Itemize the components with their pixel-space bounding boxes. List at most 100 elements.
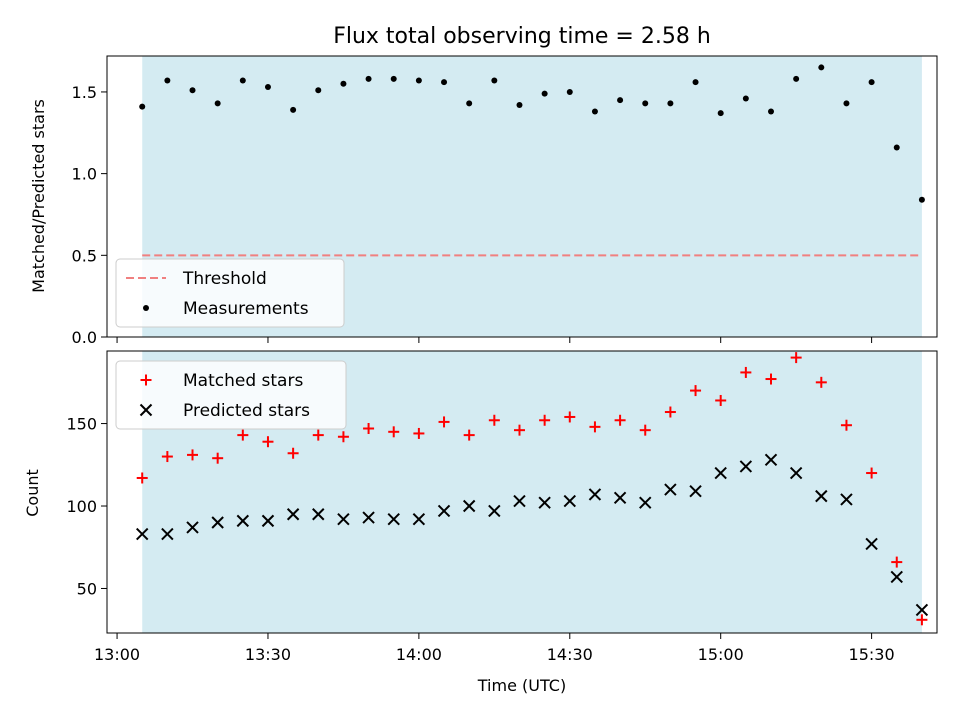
top-legend: Threshold Measurements bbox=[115, 258, 345, 328]
bottom-point-1-10 bbox=[387, 513, 400, 526]
xtick-label-4: 15:00 bbox=[698, 645, 744, 664]
bottom-point-1-19 bbox=[613, 491, 627, 504]
bottom-point-1-30 bbox=[890, 570, 903, 584]
bottom-point-0-13 bbox=[463, 429, 475, 441]
top-point-0-30 bbox=[893, 144, 900, 151]
bottom-point-0-10 bbox=[388, 426, 400, 438]
top-legend-label-1: Measurements bbox=[183, 299, 309, 319]
bottom-point-0-14 bbox=[488, 414, 500, 426]
bottom-point-1-5 bbox=[261, 514, 275, 528]
top-point-0-22 bbox=[692, 79, 699, 86]
bottom-point-0-1 bbox=[161, 451, 173, 463]
top-point-0-23 bbox=[717, 110, 724, 117]
bottom-point-0-29 bbox=[866, 467, 878, 479]
bottom-point-1-16 bbox=[538, 496, 551, 509]
top-point-0-13 bbox=[466, 100, 473, 107]
bottom-point-1-29 bbox=[865, 537, 878, 551]
bottom-point-0-19 bbox=[614, 414, 626, 426]
bottom-point-0-22 bbox=[690, 385, 702, 397]
top-point-0-20 bbox=[642, 100, 649, 107]
bottom-point-0-15 bbox=[513, 424, 525, 436]
top-point-0-31 bbox=[918, 196, 925, 203]
bottom-point-0-27 bbox=[815, 376, 827, 388]
top-axes-frame bbox=[106, 55, 938, 338]
bottom-point-0-30 bbox=[891, 556, 903, 568]
xtick-label-5: 15:30 bbox=[849, 645, 895, 664]
xtick-label-0: 13:00 bbox=[94, 645, 140, 664]
top-point-0-19 bbox=[617, 97, 624, 104]
bottom-axes-frame bbox=[106, 350, 938, 634]
top-point-0-4 bbox=[239, 77, 246, 84]
bottom-legend-label-1: Predicted stars bbox=[183, 401, 310, 421]
top-legend-label-0: Threshold bbox=[182, 269, 267, 289]
bottom-point-1-6 bbox=[286, 508, 300, 521]
top-ytick-label-2: 1.0 bbox=[72, 165, 97, 184]
bottom-point-1-15 bbox=[513, 494, 526, 508]
bottom-point-0-31 bbox=[916, 614, 928, 626]
bottom-point-1-28 bbox=[840, 493, 853, 506]
bottom-point-0-0 bbox=[136, 472, 148, 484]
bottom-legend-swatch-1 bbox=[139, 403, 153, 417]
bottom-point-1-3 bbox=[211, 516, 224, 529]
bottom-point-1-7 bbox=[312, 508, 325, 521]
top-ytick-label-1: 0.5 bbox=[72, 246, 97, 265]
chart-title: Flux total observing time = 2.58 h bbox=[333, 24, 711, 49]
xtick-label-2: 14:00 bbox=[396, 645, 442, 664]
bottom-point-0-6 bbox=[287, 447, 299, 459]
bottom-point-0-25 bbox=[765, 373, 777, 385]
bottom-point-1-23 bbox=[714, 466, 727, 480]
bottom-point-1-1 bbox=[161, 527, 174, 541]
top-panel: 0.0 0.5 1.0 1.5 Threshold Measurements bbox=[72, 55, 938, 347]
top-ytick-label-3: 1.5 bbox=[72, 83, 97, 102]
top-point-0-15 bbox=[516, 102, 523, 109]
bottom-point-1-9 bbox=[362, 511, 375, 524]
top-point-0-26 bbox=[793, 75, 800, 82]
top-point-0-6 bbox=[290, 106, 297, 113]
bottom-point-0-26 bbox=[790, 352, 802, 364]
bottom-legend-swatch-0 bbox=[140, 374, 152, 386]
bottom-ytick-label-0: 50 bbox=[77, 579, 97, 598]
top-point-0-1 bbox=[164, 77, 171, 84]
top-point-0-10 bbox=[390, 75, 397, 82]
top-point-0-21 bbox=[667, 100, 674, 107]
top-point-0-24 bbox=[742, 95, 749, 102]
bottom-point-1-31 bbox=[915, 603, 929, 617]
top-point-0-25 bbox=[768, 108, 774, 115]
top-point-0-0 bbox=[139, 103, 146, 110]
bottom-point-1-14 bbox=[488, 504, 501, 518]
bottom-point-1-25 bbox=[764, 453, 778, 467]
bottom-point-0-3 bbox=[212, 452, 224, 464]
bottom-point-1-12 bbox=[437, 504, 451, 518]
top-point-0-27 bbox=[818, 64, 825, 71]
bottom-point-0-24 bbox=[740, 366, 752, 378]
bottom-point-0-12 bbox=[438, 416, 450, 428]
bottom-legend-box bbox=[115, 360, 347, 430]
top-y-axis-label: Matched/Predicted stars bbox=[29, 99, 48, 293]
bottom-ytick-label-2: 150 bbox=[66, 415, 97, 434]
bottom-point-0-18 bbox=[589, 421, 601, 433]
bottom-legend: Matched stars Predicted stars bbox=[115, 360, 347, 430]
bottom-panel: 50 100 150 13:00 13:30 14:00 14:30 15:00 15:30 Ma… bbox=[66, 350, 938, 664]
bottom-point-1-22 bbox=[689, 484, 702, 498]
bottom-point-1-11 bbox=[412, 513, 426, 526]
bottom-point-1-2 bbox=[186, 521, 199, 534]
bottom-point-0-2 bbox=[187, 449, 199, 461]
xtick-label-3: 14:30 bbox=[547, 645, 593, 664]
top-ytick-label-0: 0.0 bbox=[72, 328, 97, 347]
bottom-point-0-8 bbox=[337, 431, 349, 443]
top-legend-box bbox=[115, 258, 345, 328]
bottom-point-1-27 bbox=[815, 489, 828, 503]
top-point-0-2 bbox=[189, 87, 196, 94]
bottom-legend-label-0: Matched stars bbox=[183, 371, 303, 391]
top-point-0-29 bbox=[868, 79, 875, 86]
bottom-point-1-0 bbox=[136, 527, 149, 541]
bottom-point-0-5 bbox=[262, 436, 274, 448]
top-point-0-8 bbox=[340, 80, 347, 87]
bottom-point-0-4 bbox=[237, 429, 249, 441]
bottom-point-1-24 bbox=[739, 460, 753, 473]
bottom-point-0-28 bbox=[840, 419, 852, 431]
bottom-point-0-7 bbox=[312, 429, 324, 441]
bottom-point-0-20 bbox=[639, 424, 651, 436]
bottom-ytick-label-1: 100 bbox=[66, 497, 97, 516]
bottom-point-1-18 bbox=[588, 488, 602, 501]
